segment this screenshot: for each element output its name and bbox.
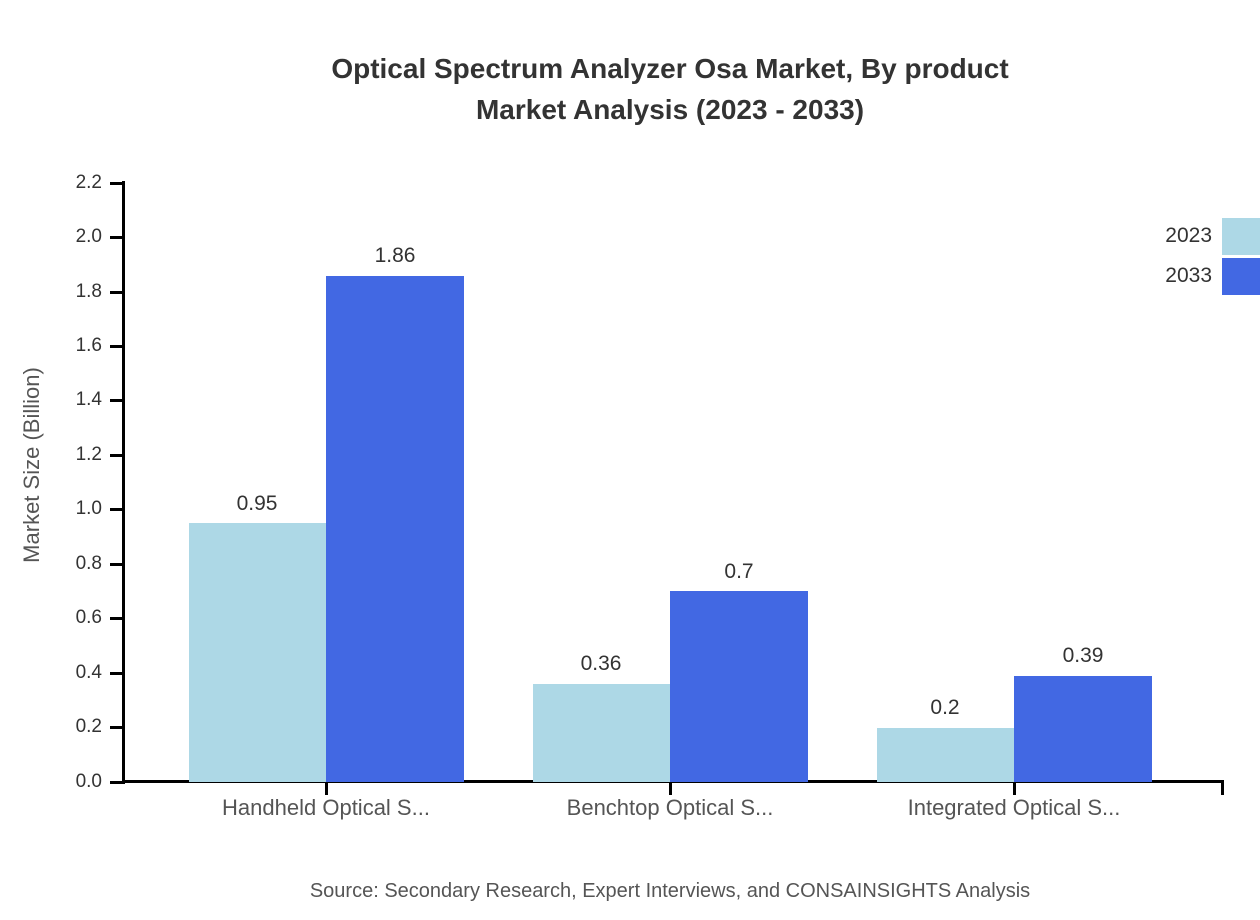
y-axis-title: Market Size (Billion) xyxy=(19,367,44,563)
bar-2023-integrated[interactable] xyxy=(877,727,1014,782)
y-axis-spine xyxy=(122,181,125,784)
y-tick-label: 0.4 xyxy=(75,662,102,683)
y-tick-label: 1.4 xyxy=(75,389,102,410)
legend-item-2023[interactable]: 2023 xyxy=(1120,218,1260,256)
x-tick-label: Benchtop Optical S... xyxy=(566,795,774,820)
bar-value-label: 0.7 xyxy=(724,560,754,583)
legend: 2023 2033 xyxy=(1120,218,1260,300)
legend-swatch-2023 xyxy=(1222,218,1260,255)
legend-label: 2023 xyxy=(1165,224,1212,247)
y-tick-mark xyxy=(110,781,123,784)
y-tick-label: 0.8 xyxy=(75,553,102,574)
chart-title-line-1: Optical Spectrum Analyzer Osa Market, By… xyxy=(331,53,1009,84)
legend-swatch-2033 xyxy=(1222,258,1260,295)
bar-value-label: 0.39 xyxy=(1062,644,1104,667)
bar-2023-handheld[interactable] xyxy=(189,523,326,782)
source-note: Source: Secondary Research, Expert Inter… xyxy=(309,880,1031,902)
chart-title-line-2: Market Analysis (2023 - 2033) xyxy=(475,94,865,125)
legend-label: 2033 xyxy=(1165,264,1212,287)
bar-2033-benchtop[interactable] xyxy=(670,591,808,782)
y-tick-label: 0.0 xyxy=(75,771,102,792)
x-tick-label: Handheld Optical S... xyxy=(222,795,430,820)
page-title: Optical Spectrum Analyzer Osa Market, By… xyxy=(0,48,1260,130)
x-tick-mark xyxy=(669,782,672,795)
bar-2033-handheld[interactable] xyxy=(326,275,464,782)
y-tick-label: 2.2 xyxy=(75,172,102,193)
y-tick-label: 1.6 xyxy=(75,335,102,356)
bar-value-label: 0.95 xyxy=(236,492,278,515)
y-tick-mark xyxy=(110,508,123,511)
y-tick-label: 0.6 xyxy=(75,607,102,628)
y-tick-label: 1.0 xyxy=(75,498,102,519)
y-tick-mark xyxy=(110,291,123,294)
y-tick-mark xyxy=(110,399,123,402)
y-tick-mark xyxy=(110,617,123,620)
x-tick-mark xyxy=(1013,782,1016,795)
bar-2023-benchtop[interactable] xyxy=(533,684,670,782)
plot-area: 0.95 1.86 0.36 0.7 0.2 0.39 xyxy=(124,183,1222,782)
x-axis-end-tick xyxy=(1221,782,1224,795)
y-tick-mark xyxy=(110,236,123,239)
y-tick-label: 1.2 xyxy=(75,444,102,465)
legend-item-2033[interactable]: 2033 xyxy=(1120,258,1260,296)
y-tick-mark xyxy=(110,672,123,675)
bar-value-label: 0.2 xyxy=(930,696,960,719)
y-tick-mark xyxy=(110,563,123,566)
bar-value-label: 0.36 xyxy=(580,652,622,675)
y-tick-label: 0.2 xyxy=(75,716,102,737)
bar-value-label: 1.86 xyxy=(374,244,416,267)
y-tick-label: 1.8 xyxy=(75,281,102,302)
y-tick-mark xyxy=(110,182,123,185)
x-tick-label: Integrated Optical S... xyxy=(907,795,1121,820)
y-tick-label: 2.0 xyxy=(75,226,102,247)
y-tick-mark xyxy=(110,345,123,348)
y-tick-mark xyxy=(110,454,123,457)
y-tick-mark xyxy=(110,726,123,729)
bar-2033-integrated[interactable] xyxy=(1014,675,1152,782)
x-tick-mark xyxy=(325,782,328,795)
